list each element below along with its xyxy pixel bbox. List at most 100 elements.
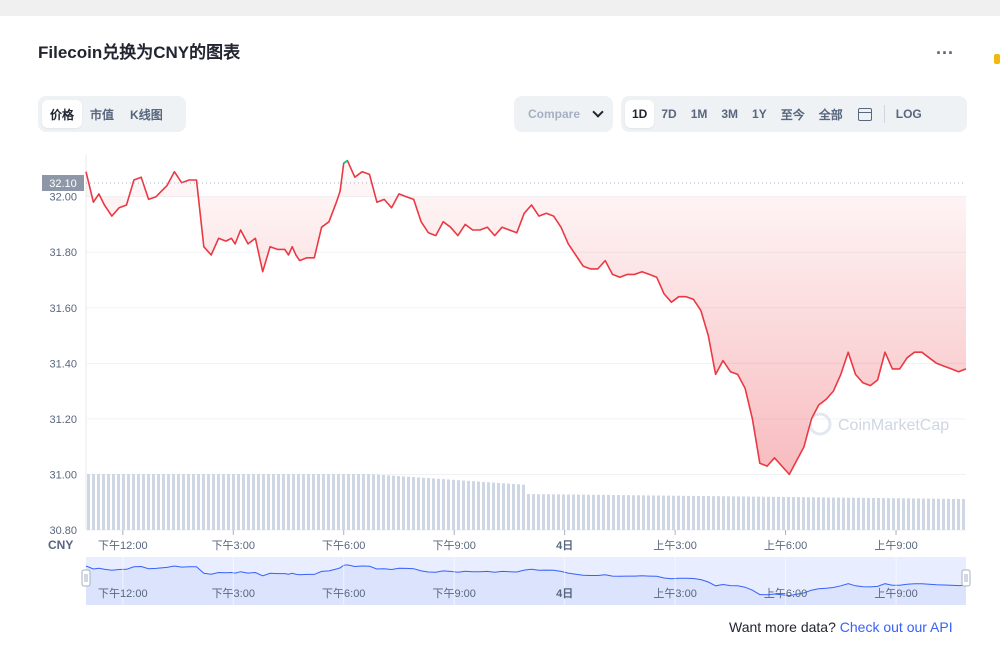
volume-bar [907,498,910,530]
volume-bar [147,474,150,530]
volume-bar [452,479,455,530]
volume-bar [522,484,525,530]
volume-bar [942,498,945,530]
navigator-tick-label: 4日 [556,587,573,600]
tab-price[interactable]: 价格 [42,100,83,128]
volume-bar [97,474,100,530]
volume-bar [937,498,940,530]
navigator-tick-label: 下午12:00 [98,587,148,600]
volume-bar [602,494,605,530]
volume-bar [557,494,560,530]
volume-bar [107,474,110,530]
volume-bar [422,477,425,530]
range-1y[interactable]: 1Y [752,107,767,121]
volume-bar [132,474,135,530]
volume-bar [347,474,350,530]
volume-bar [502,483,505,530]
volume-bar [482,481,485,530]
volume-bar [437,478,440,530]
api-link[interactable]: Check out our API [839,619,953,635]
log-scale-button[interactable]: LOG [895,107,922,121]
volume-bar [862,497,865,530]
volume-bar [637,495,640,530]
volume-bar [442,479,445,530]
range-3m[interactable]: 3M [721,107,739,121]
volume-bar [282,474,285,530]
more-options-icon[interactable]: ... [936,38,955,58]
y-tick-label: 31.40 [49,358,77,370]
volume-bar [552,494,555,530]
volume-bar [227,474,230,530]
navigator-handle[interactable] [81,569,91,587]
volume-bar [962,499,965,530]
volume-bar [342,474,345,530]
watermark-text: CoinMarketCap [838,417,949,434]
volume-bar [517,484,520,530]
navigator-handle[interactable] [961,569,971,587]
tab-market-cap[interactable]: 市值 [90,107,115,122]
volume-bar [257,474,260,530]
volume-bar [302,474,305,530]
volume-bar [357,474,360,530]
volume-bar [122,474,125,530]
volume-bar [892,498,895,530]
volume-bar [827,497,830,530]
volume-bar [722,496,725,530]
volume-bar [842,497,845,530]
volume-bar [647,495,650,530]
range-all[interactable]: 全部 [818,107,843,122]
volume-bar [822,497,825,530]
volume-bar [417,477,420,530]
volume-bar [832,497,835,530]
x-tick-label: 下午6:00 [322,539,365,552]
range-1d[interactable]: 1D [625,100,655,128]
volume-bar [682,495,685,530]
volume-bar [612,495,615,530]
volume-bar [797,497,800,530]
volume-bar [387,475,390,530]
volume-bar [467,480,470,530]
volume-bar [252,474,255,530]
volume-bar [932,498,935,530]
volume-bar [927,498,930,530]
volume-bar [572,494,575,530]
volume-bar [242,474,245,530]
range-tabs: 1D 7D 1M 3M 1Y 至今 全部 LOG [621,96,967,132]
volume-bar [767,496,770,530]
compare-dropdown[interactable]: Compare [514,96,613,132]
volume-bar [847,497,850,530]
volume-bar [782,496,785,530]
volume-bar [707,496,710,530]
volume-bar [207,474,210,530]
volume-bar [922,498,925,530]
volume-bar [857,497,860,530]
volume-bar [487,482,490,530]
volume-bar [182,474,185,530]
volume-bar [162,474,165,530]
volume-bar [432,478,435,530]
volume-bar [202,474,205,530]
volume-bar [542,494,545,530]
volume-bar [837,497,840,530]
y-tick-label: 30.80 [49,525,77,537]
volume-bar [757,496,760,530]
volume-bar [737,496,740,530]
volume-bar [152,474,155,530]
range-7d[interactable]: 7D [661,107,677,121]
calendar-icon[interactable] [857,107,872,121]
volume-bar [957,498,960,530]
range-1m[interactable]: 1M [690,107,708,121]
volume-bar [112,474,115,530]
tab-candlestick[interactable]: K线图 [130,107,163,122]
volume-bar [652,495,655,530]
volume-bar [687,495,690,530]
volume-bar [407,476,410,530]
volume-bar [532,494,535,530]
volume-bar [222,474,225,530]
volume-bar [447,479,450,530]
volume-bar [312,474,315,530]
range-ytd[interactable]: 至今 [780,107,805,122]
volume-bar [952,498,955,530]
volume-bar [577,494,580,530]
